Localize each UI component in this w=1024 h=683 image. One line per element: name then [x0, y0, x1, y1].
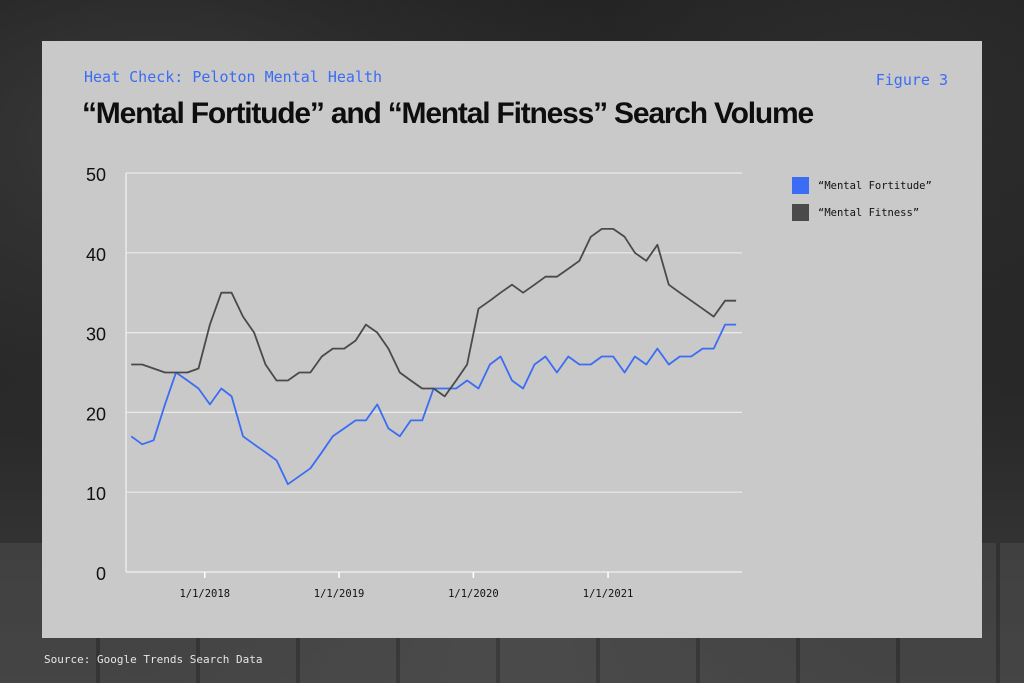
axes — [125, 173, 742, 573]
x-tick-label: 1/1/2018 — [179, 588, 230, 600]
grid-lines — [126, 172, 742, 493]
y-tick-label: 50 — [86, 165, 106, 185]
y-tick-label: 40 — [86, 245, 106, 265]
legend-label: “Mental Fortitude” — [818, 180, 932, 192]
series-line-mental-fortitude — [130, 323, 737, 486]
legend-swatch — [792, 204, 809, 221]
x-tick-label: 1/1/2021 — [583, 588, 634, 600]
y-tick-label: 10 — [86, 484, 106, 504]
series-lines — [130, 227, 737, 486]
x-tick-label: 1/1/2020 — [448, 588, 499, 600]
kicker-text: Heat Check: Peloton Mental Health — [84, 68, 383, 86]
y-axis-ticks: 0 10 20 30 40 50 — [86, 165, 106, 584]
x-axis-ticks: 1/1/2018 1/1/2019 1/1/2020 1/1/2021 — [179, 572, 633, 600]
source-note: Source: Google Trends Search Data — [44, 653, 263, 666]
chart-title: “Mental Fortitude” and “Mental Fitness” … — [82, 97, 814, 130]
legend-label: “Mental Fitness” — [818, 207, 919, 219]
y-tick-label: 30 — [86, 325, 106, 345]
legend-swatch — [792, 177, 809, 194]
y-tick-label: 0 — [96, 564, 106, 584]
legend: “Mental Fortitude” “Mental Fitness” — [792, 177, 932, 221]
figure-label: Figure 3 — [875, 71, 948, 89]
chart-card: Heat Check: Peloton Mental Health Figure… — [42, 41, 982, 638]
series-line-mental-fitness — [131, 227, 737, 398]
x-tick-label: 1/1/2019 — [314, 588, 365, 600]
y-tick-label: 20 — [86, 404, 106, 424]
